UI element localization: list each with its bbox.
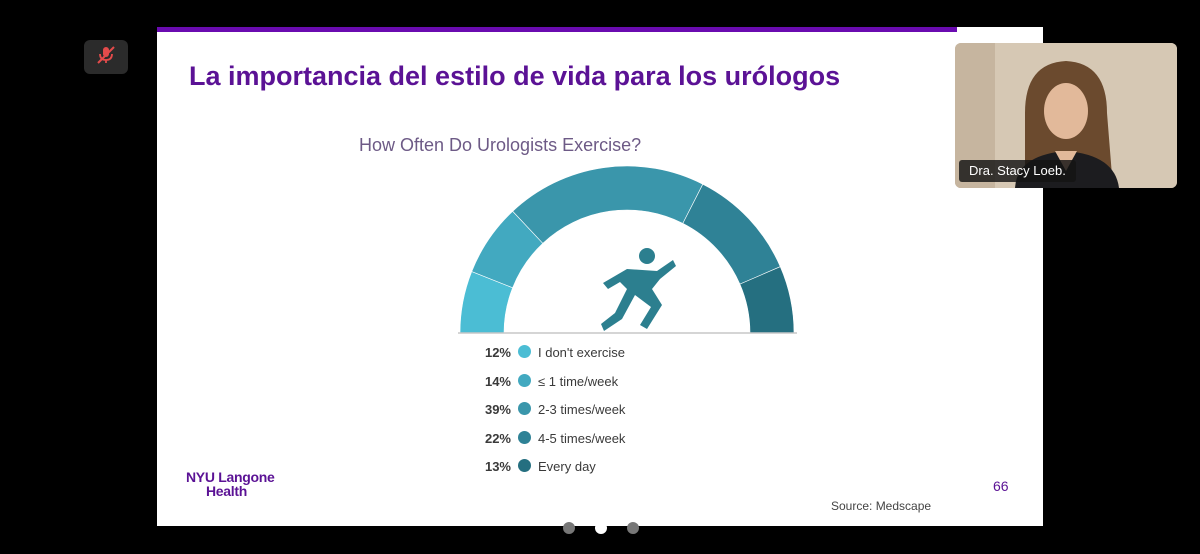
legend-row: 12% I don't exercise <box>457 341 657 370</box>
legend-swatch <box>518 430 531 444</box>
chart-title: How Often Do Urologists Exercise? <box>359 135 642 155</box>
muted-microphone-icon <box>95 44 117 71</box>
legend-row: 14% ≤ 1 time/week <box>457 370 657 399</box>
legend-row: 13% Every day <box>457 455 657 484</box>
gauge-segment-4 <box>682 183 781 285</box>
legend-swatch <box>518 345 531 358</box>
running-person-icon <box>601 248 676 331</box>
pager-dot[interactable] <box>627 522 639 534</box>
slide-page-number: 66 <box>993 478 1009 494</box>
participant-video-tile[interactable]: Dra. Stacy Loeb. <box>955 43 1177 188</box>
legend-label: ≤ 1 time/week <box>538 373 619 389</box>
chart-legend: 12% I don't exercise 14% ≤ 1 time/week 39% 2-… <box>457 341 657 484</box>
legend-label: 4-5 times/week <box>538 430 626 446</box>
legend-percent: 13% <box>484 459 511 474</box>
legend-percent: 39% <box>484 402 511 417</box>
pager-dot[interactable] <box>595 522 607 534</box>
legend-swatch <box>518 459 531 472</box>
pager-dot[interactable] <box>563 522 575 534</box>
legend-row: 22% 4-5 times/week <box>457 427 657 456</box>
exercise-gauge-chart <box>458 165 797 334</box>
presentation-slide: La importancia del estilo de vida para l… <box>157 27 1043 526</box>
nyu-langone-logo: NYU Langone Health <box>186 469 275 499</box>
slide-accent-bar <box>157 27 957 32</box>
mute-button[interactable] <box>84 40 128 74</box>
participant-name-tag: Dra. Stacy Loeb. <box>959 160 1076 182</box>
legend-percent: 22% <box>484 430 511 446</box>
slide-pager <box>563 522 639 534</box>
legend-label: Every day <box>538 459 596 474</box>
source-note: Source: Medscape <box>831 499 932 513</box>
legend-percent: 12% <box>484 345 511 360</box>
legend-row: 39% 2-3 times/week <box>457 398 657 427</box>
gauge-segment-3 <box>512 165 704 244</box>
slide-title: La importancia del estilo de vida para l… <box>189 61 841 91</box>
legend-label: I don't exercise <box>538 345 626 360</box>
legend-label: 2-3 times/week <box>538 402 626 417</box>
legend-percent: 14% <box>484 373 511 389</box>
legend-swatch <box>518 402 531 415</box>
legend-swatch <box>518 373 531 387</box>
